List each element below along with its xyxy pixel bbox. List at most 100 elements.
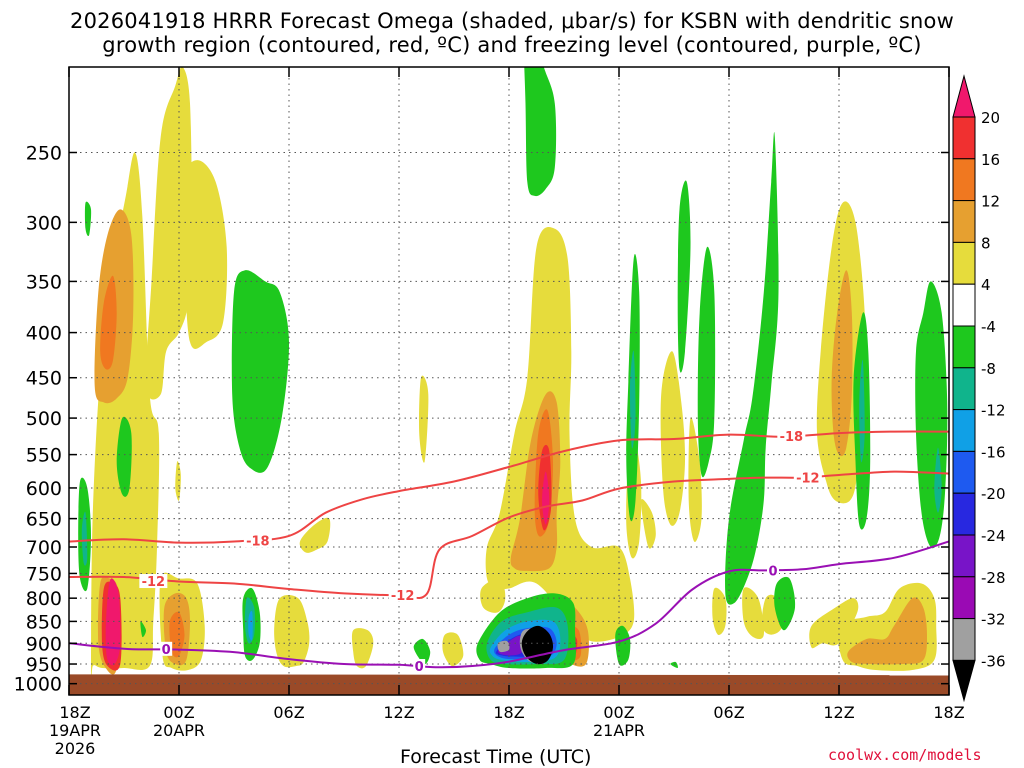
omega-region-5-9: [615, 625, 631, 666]
omega-region-7-0: [248, 610, 253, 641]
contour-label-2: -12: [391, 589, 415, 604]
y-tick-label-750: 750: [26, 563, 62, 585]
omega-region-0-7: [299, 517, 331, 553]
colorbar-label-8: -16: [981, 443, 1006, 461]
omega-region-7-1: [489, 619, 561, 663]
omega-region-0-1: [145, 67, 192, 400]
colorbar-swatch-3: [952, 241, 976, 285]
omega-region-0-6: [274, 595, 310, 668]
omega-shading-layer: [78, 67, 948, 693]
omega-region-5-11: [626, 254, 640, 522]
colorbar: 20 16 12 8 4 -4 -8 -12 -16 -20 -24 -28 -32 -36: [952, 74, 1006, 703]
x-tick-date-0: 19APR: [49, 721, 101, 740]
contour-label-6: 0: [415, 660, 424, 675]
colorbar-label-10: -24: [981, 527, 1006, 545]
x-tick-date-5: 21APR: [593, 721, 645, 740]
contour-label-bg-0: [243, 533, 272, 548]
omega-region-5-4: [231, 270, 290, 473]
contour-label-bg-6: [413, 659, 426, 674]
y-tick-label-450: 450: [26, 368, 62, 390]
colorbar-swatch-2: [952, 200, 976, 243]
omega-region-5-1: [78, 477, 91, 592]
x-tick-label-5: 00Z: [603, 703, 634, 722]
omega-region-0-14: [640, 499, 656, 549]
y-axis: 2503003504004505005506006507007508008509…: [14, 142, 949, 696]
contour-label-4: -12: [796, 472, 820, 487]
y-tick-label-950: 950: [26, 654, 62, 676]
omega-region-0-9: [419, 375, 429, 463]
colorbar-label-7: -12: [981, 402, 1006, 420]
colorbar-label-6: -8: [981, 360, 996, 378]
omega-region-0-3: [159, 572, 205, 671]
colorbar-top-arrow: [952, 74, 976, 118]
contour-line-2: [69, 540, 949, 669]
x-tick-label-1: 00Z: [163, 703, 194, 722]
omega-region-5-8: [476, 593, 576, 669]
colorbar-swatch-11: [952, 576, 976, 620]
grid-layer: [69, 67, 949, 695]
colorbar-label-9: -20: [981, 485, 1006, 503]
omega-region-5-5: [242, 587, 261, 661]
omega-region-5-12: [677, 180, 691, 373]
omega-region-0-19: [761, 594, 783, 635]
x-tick-label-2: 06Z: [273, 703, 304, 722]
terrain-ground: [69, 674, 949, 695]
colorbar-label-5: -4: [981, 318, 996, 336]
y-tick-label-550: 550: [26, 445, 62, 467]
x-tick-label-3: 12Z: [383, 703, 414, 722]
chart-title-line-1: 2026041918 HRRR Forecast Omega (shaded, …: [70, 9, 954, 33]
plot-frame: [68, 66, 950, 696]
omega-region-12-0: [521, 625, 554, 665]
contour-label-0: -18: [246, 534, 270, 549]
omega-region-5-3: [140, 621, 147, 638]
omega-region-10-0: [497, 635, 528, 656]
omega-region-0-13: [626, 432, 642, 559]
contour-line-0: [69, 430, 949, 544]
chart-title-line-2: growth region (contoured, red, ºC) and f…: [102, 33, 922, 57]
plot-background: [69, 67, 949, 695]
omega-region-9-0: [495, 631, 553, 657]
omega-region-5-0: [84, 201, 92, 237]
omega-region-2-0: [100, 275, 117, 370]
colorbar-swatch-4: [952, 283, 976, 327]
colorbar-swatch-12: [952, 618, 976, 661]
colorbar-swatch-7: [952, 409, 976, 452]
x-tick-label-7: 12Z: [823, 703, 854, 722]
omega-region-1-2: [163, 592, 190, 666]
x-tick-year-0: 2026: [55, 739, 96, 758]
omega-region-0-17: [712, 587, 727, 636]
y-tick-label-850: 850: [26, 611, 62, 633]
omega-region-0-15: [660, 351, 686, 526]
omega-region-1-0: [94, 209, 134, 404]
omega-region-0-10: [442, 632, 464, 667]
omega-region-0-5: [244, 591, 257, 646]
omega-region-3-0: [101, 581, 122, 671]
omega-region-6-0: [81, 511, 88, 566]
colorbar-label-13: -36: [981, 652, 1006, 670]
contour-label-bg-1: [139, 574, 168, 589]
omega-region-0-18: [742, 587, 764, 640]
contour-label-bg-5: [160, 641, 173, 656]
omega-region-5-16: [853, 312, 871, 530]
y-tick-label-1000: 1000: [14, 674, 62, 696]
x-tick-label-6: 06Z: [713, 703, 744, 722]
omega-region-6-3: [629, 350, 636, 449]
omega-region-6-1: [244, 597, 255, 644]
omega-region-3-1: [538, 444, 552, 531]
omega-region-2-3: [561, 624, 582, 661]
colorbar-swatch-0: [952, 116, 976, 160]
omega-region-6-2: [486, 607, 569, 665]
x-tick-label-8: 18Z: [933, 703, 964, 722]
x-tick-label-0: 18Z: [59, 703, 90, 722]
credit-link[interactable]: coolwx.com/models: [828, 746, 982, 764]
colorbar-label-12: -32: [981, 611, 1006, 629]
omega-region-10-1: [543, 636, 552, 654]
terrain-layer: [69, 674, 949, 695]
colorbar-label-1: 16: [981, 151, 1000, 169]
omega-region-0-0: [91, 152, 160, 693]
colorbar-swatch-8: [952, 450, 976, 494]
omega-region-11-0: [497, 640, 510, 653]
omega-region-0-21: [816, 201, 866, 504]
